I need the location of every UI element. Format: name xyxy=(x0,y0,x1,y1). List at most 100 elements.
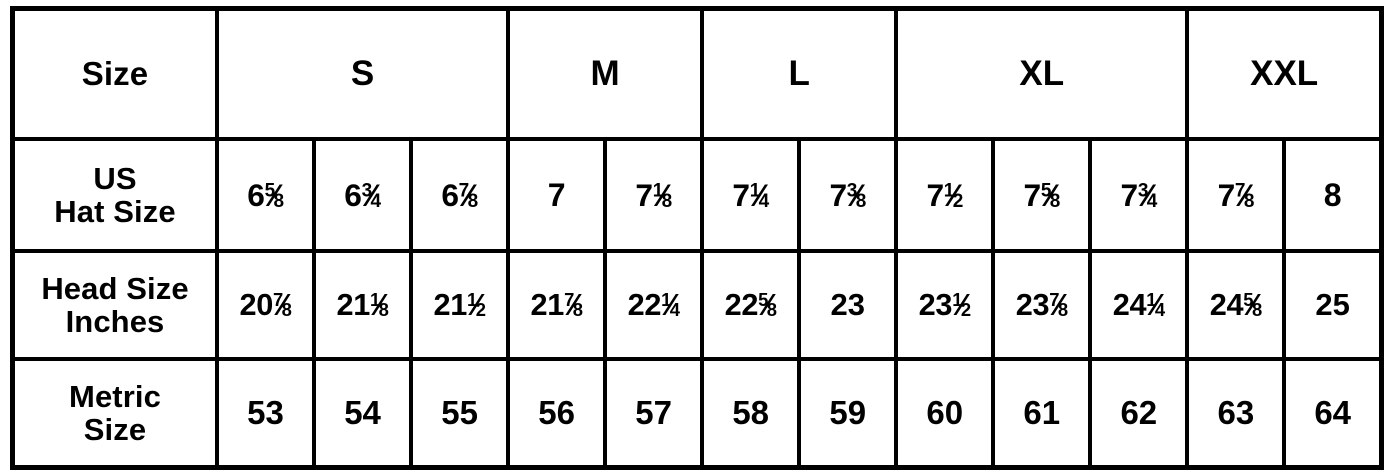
metric-size-cell: 62 xyxy=(1088,357,1190,470)
metric-size-cell: 61 xyxy=(991,357,1093,470)
fraction-numerator: 3 xyxy=(1137,180,1149,202)
fraction-slash: ⁄ xyxy=(1047,176,1053,213)
fraction-slash: ⁄ xyxy=(950,176,956,213)
table-row-size-groups: Size S M L XL XXL xyxy=(10,6,1384,141)
metric-size-cell: 55 xyxy=(409,357,511,470)
head-size-inches-cell: 241⁄4 xyxy=(1088,249,1190,361)
row-label-metric-size: Metric Size xyxy=(10,357,219,470)
row-label-head-size-line2: Inches xyxy=(65,304,165,339)
mixed-fraction: 241⁄4 xyxy=(1112,287,1165,323)
metric-size-cell: 56 xyxy=(506,357,608,470)
mixed-fraction: 73⁄4 xyxy=(1120,176,1158,213)
fraction-slash: ⁄ xyxy=(1241,176,1247,213)
fraction-slash: ⁄ xyxy=(1153,287,1158,323)
fraction-denominator: 2 xyxy=(952,190,964,212)
mixed-fraction: 71⁄8 xyxy=(635,176,672,213)
hat-size-chart-table: Size S M L XL XXL US Hat Size 65⁄8 63⁄4 67⁄8 7 7… xyxy=(10,6,1384,470)
fraction-slash: ⁄ xyxy=(376,287,382,323)
mixed-fraction: 65⁄8 xyxy=(247,176,285,213)
fraction-slash: ⁄ xyxy=(1144,176,1150,213)
us-hat-size-cell: 73⁄8 xyxy=(797,137,899,253)
fraction-slash: ⁄ xyxy=(279,287,285,323)
fraction-slash: ⁄ xyxy=(1250,287,1255,323)
head-size-inches-cell: 207⁄8 xyxy=(214,249,317,361)
head-size-inches-cell: 225⁄8 xyxy=(700,249,802,361)
fraction-numerator: 3 xyxy=(846,180,858,202)
mixed-fraction: 75⁄8 xyxy=(1023,176,1061,213)
fraction-denominator: 8 xyxy=(855,190,867,212)
table-row-metric-size: Metric Size 53 54 55 56 57 58 59 60 61 62 63 64 xyxy=(10,357,1384,470)
row-label-size: Size xyxy=(10,6,219,141)
fraction-denominator: 4 xyxy=(1154,299,1165,321)
fraction-denominator: 4 xyxy=(758,190,770,212)
us-hat-size-cell: 67⁄8 xyxy=(409,137,511,253)
fraction-denominator: 2 xyxy=(960,299,971,321)
fraction-numerator: 7 xyxy=(564,289,575,311)
mixed-fraction: 221⁄4 xyxy=(627,287,680,323)
fraction-denominator: 8 xyxy=(281,299,292,321)
fraction-slash: ⁄ xyxy=(959,287,964,323)
fraction-denominator: 8 xyxy=(1057,299,1068,321)
table-row-us-hat-size: US Hat Size 65⁄8 63⁄4 67⁄8 7 71⁄8 71⁄4 73⁄8 71⁄… xyxy=(10,137,1384,253)
us-hat-size-cell: 8 xyxy=(1282,137,1384,253)
metric-size-cell: 53 xyxy=(214,357,317,470)
mixed-fraction: 237⁄8 xyxy=(1015,287,1068,323)
fraction-denominator: 8 xyxy=(1049,190,1061,212)
fraction-denominator: 8 xyxy=(572,299,583,321)
head-size-inches-cell: 245⁄8 xyxy=(1185,249,1287,361)
fraction-numerator: 1 xyxy=(652,180,664,202)
mixed-fraction: 225⁄8 xyxy=(724,287,777,323)
fraction-numerator: 1 xyxy=(1146,289,1157,311)
size-group-header: M xyxy=(506,6,705,141)
mixed-fraction: 71⁄4 xyxy=(732,176,770,213)
row-label-metric-line1: Metric xyxy=(69,378,161,414)
table-row-head-size-inches: Head Size Inches 207⁄8 211⁄8 211⁄2 217⁄8 221… xyxy=(10,249,1384,361)
head-size-inches-cell: 25 xyxy=(1282,249,1384,361)
fraction-numerator: 5 xyxy=(264,180,276,202)
mixed-fraction: 207⁄8 xyxy=(239,287,292,323)
fraction-slash: ⁄ xyxy=(473,287,479,323)
head-size-inches-cell: 237⁄8 xyxy=(991,249,1093,361)
us-hat-size-cell: 7 xyxy=(506,137,608,253)
fraction-numerator: 5 xyxy=(1040,180,1052,202)
fraction-numerator: 7 xyxy=(1234,180,1246,202)
us-hat-size-cell: 77⁄8 xyxy=(1185,137,1287,253)
metric-size-cell: 60 xyxy=(894,357,996,470)
fraction-denominator: 8 xyxy=(766,299,777,321)
us-hat-size-cell: 71⁄8 xyxy=(603,137,705,253)
metric-size-cell: 54 xyxy=(312,357,414,470)
fraction-denominator: 4 xyxy=(669,299,680,321)
fraction-denominator: 8 xyxy=(273,190,285,212)
fraction-slash: ⁄ xyxy=(853,176,859,213)
fraction-numerator: 7 xyxy=(272,289,283,311)
fraction-slash: ⁄ xyxy=(659,176,665,213)
size-group-header: S xyxy=(214,6,511,141)
fraction-numerator: 1 xyxy=(952,289,963,311)
fraction-numerator: 5 xyxy=(758,289,769,311)
head-size-inches-cell: 221⁄4 xyxy=(603,249,705,361)
head-size-inches-cell: 217⁄8 xyxy=(506,249,608,361)
mixed-fraction: 71⁄2 xyxy=(926,176,964,213)
fraction-slash: ⁄ xyxy=(667,287,673,323)
mixed-fraction: 211⁄8 xyxy=(336,287,389,323)
fraction-slash: ⁄ xyxy=(765,287,770,323)
mixed-fraction: 77⁄8 xyxy=(1217,176,1255,213)
fraction-numerator: 1 xyxy=(370,289,380,311)
us-hat-size-cell: 65⁄8 xyxy=(214,137,317,253)
metric-size-cell: 59 xyxy=(797,357,899,470)
row-label-head-size-line1: Head Size xyxy=(41,270,189,306)
fraction-numerator: 7 xyxy=(458,180,470,202)
mixed-fraction: 63⁄4 xyxy=(344,176,381,213)
fraction-denominator: 4 xyxy=(1146,190,1158,212)
row-label-us-hat-size-line2: Hat Size xyxy=(54,194,176,229)
mixed-fraction: 245⁄8 xyxy=(1209,287,1262,323)
fraction-numerator: 1 xyxy=(661,289,672,311)
row-label-us-hat-size: US Hat Size xyxy=(10,137,219,253)
fraction-numerator: 3 xyxy=(361,180,373,202)
head-size-inches-cell: 23 xyxy=(797,249,899,361)
fraction-denominator: 8 xyxy=(1251,299,1262,321)
fraction-numerator: 1 xyxy=(749,180,761,202)
metric-size-cell: 58 xyxy=(700,357,802,470)
fraction-denominator: 8 xyxy=(467,190,479,212)
